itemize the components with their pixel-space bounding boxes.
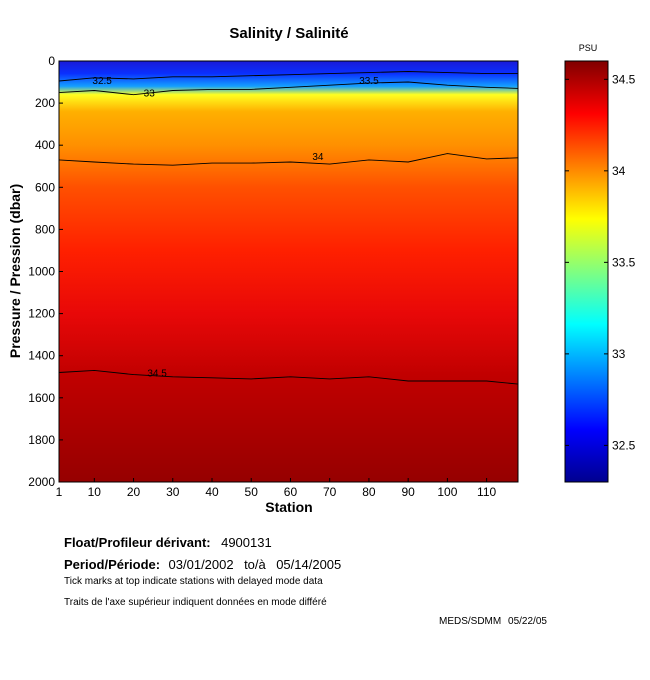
period-end: 05/14/2005 — [276, 557, 342, 572]
period-line: Period/Période: 03/01/2002 to/à 05/14/20… — [64, 556, 341, 574]
y-tick-label: 1400 — [28, 349, 55, 363]
y-axis-label: Pressure / Pression (dbar) — [7, 184, 23, 358]
x-tick-label: 90 — [401, 485, 415, 499]
y-tick-label: 2000 — [28, 475, 55, 489]
float-label: Float/Profileur dérivant: — [64, 535, 211, 550]
contour-label: 33.5 — [359, 76, 379, 87]
colorbar: PSU 32.5 33 33.5 34 34.5 — [564, 43, 636, 483]
y-tick-label: 600 — [35, 180, 55, 194]
y-tick-label: 1000 — [28, 265, 55, 279]
x-tick-label: 40 — [205, 485, 219, 499]
x-tick-label: 100 — [437, 485, 457, 499]
salinity-field — [59, 61, 518, 482]
contour-label: 33 — [144, 89, 156, 100]
note-french: Traits de l'axe supérieur indiquent donn… — [64, 597, 327, 608]
y-axis: 0 200 400 600 800 1000 1200 1400 1600 1800 2000 — [28, 54, 63, 489]
colorbar-unit: PSU — [579, 43, 598, 53]
x-tick-label: 10 — [88, 485, 102, 499]
contour-label: 32.5 — [92, 76, 112, 87]
chart-title: Salinity / Salinité — [229, 25, 348, 42]
colorbar-tick-label: 33 — [612, 347, 626, 361]
contour-33 — [58, 81, 519, 96]
colorbar-tick-label: 34 — [612, 164, 626, 178]
note-english: Tick marks at top indicate stations with… — [64, 576, 323, 587]
y-tick-label: 1800 — [28, 433, 55, 447]
contour-32-5 — [58, 71, 518, 82]
period-start: 03/01/2002 — [168, 557, 234, 572]
x-tick-label: 80 — [362, 485, 376, 499]
y-tick-label: 800 — [35, 222, 55, 236]
x-tick-label: 110 — [477, 485, 496, 499]
credit-line: MEDS/SDMM 05/22/05 — [439, 616, 547, 627]
x-tick-label: 60 — [284, 485, 298, 499]
period-to: to/à — [244, 557, 266, 572]
credit-date: 05/22/05 — [508, 616, 547, 627]
y-tick-label: 1200 — [28, 307, 55, 321]
plot-area: 32.5 33 33.5 34 34.5 — [58, 60, 519, 483]
colorbar-tick-label: 34.5 — [612, 72, 636, 86]
colorbar-ticks: 32.5 33 33.5 34 34.5 — [565, 72, 636, 452]
x-axis: 1 10 20 30 40 50 60 70 80 90 100 110 — [56, 478, 497, 499]
credit-agency: MEDS/SDMM — [439, 616, 502, 627]
float-line: Float/Profileur dérivant: 4900131 — [64, 534, 272, 552]
x-axis-label: Station — [265, 499, 312, 515]
x-tick-label: 1 — [56, 485, 63, 499]
contour-labels: 32.5 33 33.5 34 34.5 — [92, 76, 379, 380]
float-id: 4900131 — [221, 535, 272, 550]
y-tick-label: 400 — [35, 138, 55, 152]
y-tick-label: 200 — [35, 96, 55, 110]
colorbar-ramp — [564, 60, 609, 483]
y-tick-label: 1600 — [28, 391, 55, 405]
contour-lines — [58, 71, 519, 385]
x-tick-label: 30 — [166, 485, 180, 499]
x-tick-label: 50 — [245, 485, 259, 499]
colorbar-tick-label: 32.5 — [612, 438, 636, 452]
x-tick-label: 20 — [127, 485, 141, 499]
y-tick-label: 0 — [48, 54, 55, 68]
contour-34-5 — [58, 369, 519, 385]
contour-label: 34 — [312, 152, 324, 163]
period-label: Period/Période: — [64, 557, 161, 572]
colorbar-tick-label: 33.5 — [612, 255, 636, 269]
x-tick-label: 70 — [323, 485, 337, 499]
contour-label: 34.5 — [147, 369, 167, 380]
contour-34 — [58, 153, 519, 166]
